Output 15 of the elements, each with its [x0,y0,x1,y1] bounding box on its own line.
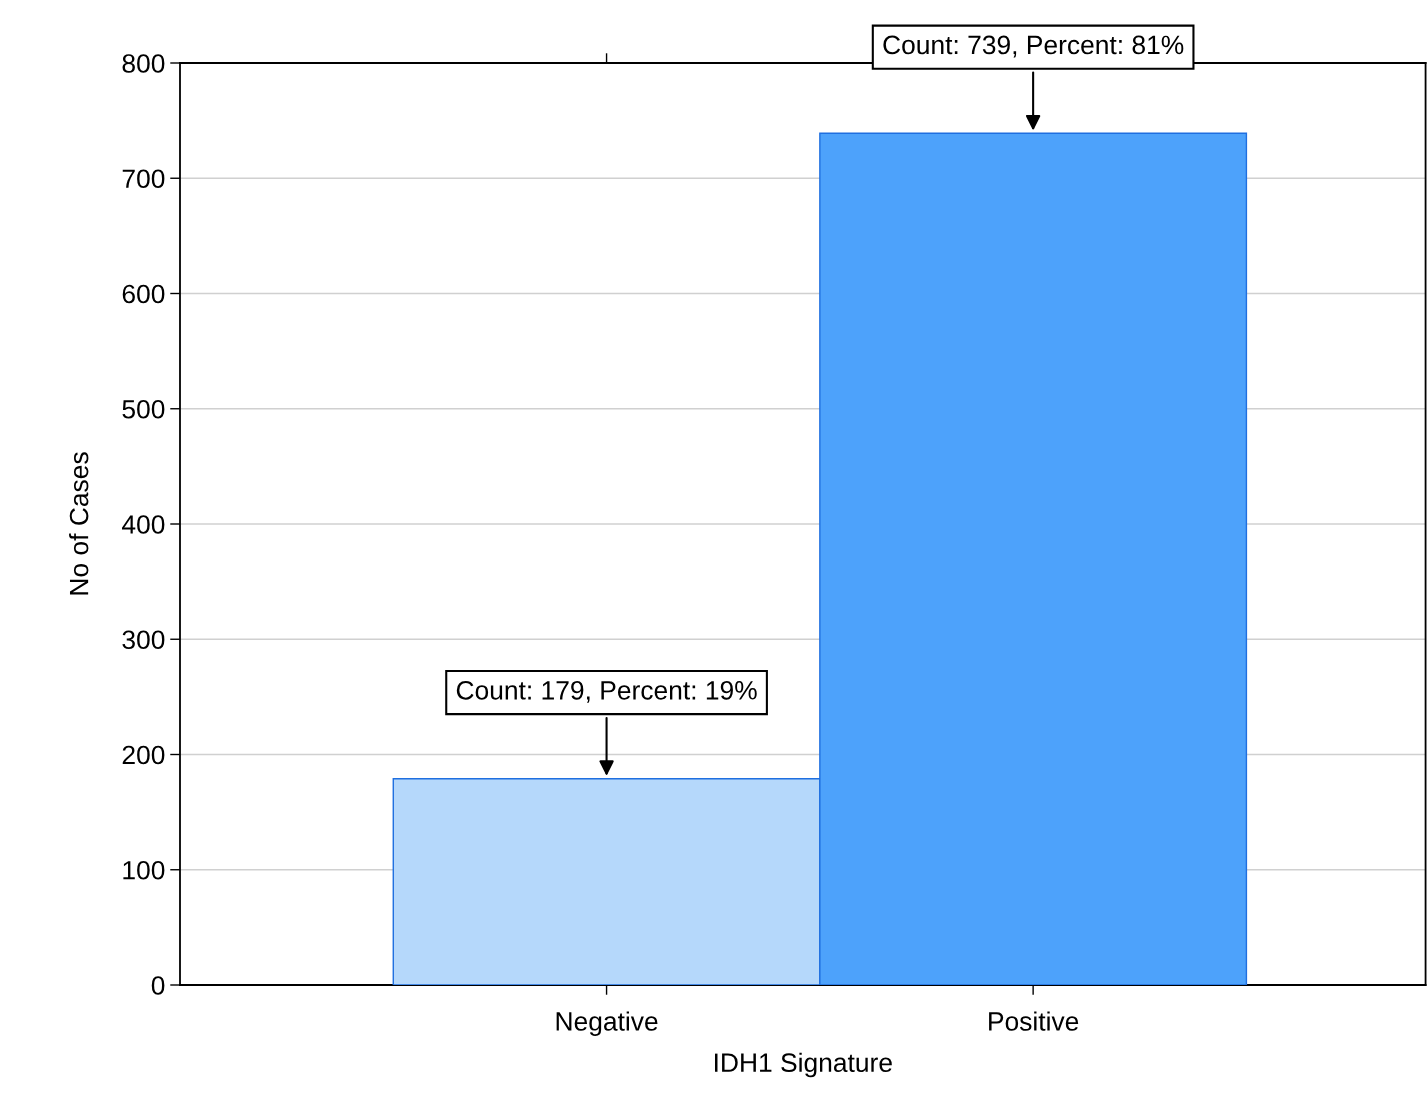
y-tick-label: 800 [122,54,165,73]
x-axis-title: IDH1 Signature [715,1052,892,1078]
annotation: Count: 179, Percent: 19% [456,680,757,703]
y-tick-label: 100 [123,860,165,880]
y-tick-label: 200 [122,745,165,765]
y-tick-label: 700 [122,169,165,189]
x-tick-label: Positive [989,1011,1079,1031]
y-tick-label: 0 [151,976,165,995]
y-tick-label: 300 [122,630,165,650]
x-tick-label: Negative [556,1011,658,1036]
annotation: Count: 739, Percent: 81% [883,35,1184,58]
y-tick-label: 500 [122,399,165,419]
y-tick-label: 400 [122,515,165,534]
y-axis-title: No of Cases [69,452,89,595]
y-tick-label: 600 [122,284,165,304]
